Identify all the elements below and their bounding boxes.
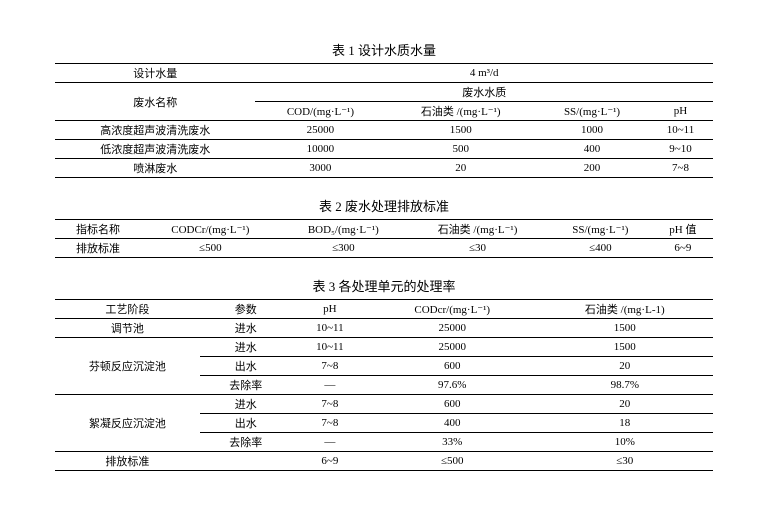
table-row: 排放标准 ≤500 ≤300 ≤30 ≤400 6~9 <box>55 239 713 258</box>
t3-h-cod: CODcr/(mg·L⁻¹) <box>368 300 537 319</box>
table1-title: 表 1 设计水质水量 <box>55 40 713 59</box>
table2: 指标名称 CODCr/(mg·L⁻¹) BOD₅/(mg·L⁻¹) 石油类 /(… <box>55 219 713 258</box>
t1-h-ph: pH <box>648 102 713 121</box>
t2-h-bod: BOD₅/(mg·L⁻¹) <box>280 220 408 239</box>
t2-h-ph: pH 值 <box>653 220 713 239</box>
table-row: 高浓度超声波清洗废水 25000 1500 1000 10~11 <box>55 121 713 140</box>
t3-h-param: 参数 <box>200 300 292 319</box>
t2-h-cod: CODCr/(mg·L⁻¹) <box>141 220 280 239</box>
t1-h-ss: SS/(mg·L⁻¹) <box>536 102 648 121</box>
t3-h-oil: 石油类 /(mg·L-1) <box>537 300 713 319</box>
table-row: 芬顿反应沉淀池 进水 10~11 25000 1500 <box>55 338 713 357</box>
table3: 工艺阶段 参数 pH CODcr/(mg·L⁻¹) 石油类 /(mg·L-1) … <box>55 299 713 471</box>
t3-h-ph: pH <box>292 300 368 319</box>
t1-h-cod: COD/(mg·L⁻¹) <box>255 102 385 121</box>
table2-title: 表 2 废水处理排放标准 <box>55 196 713 215</box>
table-row: 喷淋废水 3000 20 200 7~8 <box>55 159 713 178</box>
t2-h-oil: 石油类 /(mg·L⁻¹) <box>407 220 548 239</box>
table-row: 絮凝反应沉淀池 进水 7~8 600 20 <box>55 395 713 414</box>
t1-h-name: 废水名称 <box>55 83 255 121</box>
table3-title: 表 3 各处理单元的处理率 <box>55 276 713 295</box>
table-row: 低浓度超声波清洗废水 10000 500 400 9~10 <box>55 140 713 159</box>
t1-h-quality: 废水水质 <box>255 83 713 102</box>
t2-h-name: 指标名称 <box>55 220 141 239</box>
t2-h-ss: SS/(mg·L⁻¹) <box>548 220 653 239</box>
table-row: 排放标准 6~9 ≤500 ≤30 <box>55 452 713 471</box>
t3-h-stage: 工艺阶段 <box>55 300 200 319</box>
t1-h-flow: 4 m³/d <box>255 64 713 83</box>
t1-h-design: 设计水量 <box>55 64 255 83</box>
table1: 设计水量 4 m³/d 废水名称 废水水质 COD/(mg·L⁻¹) 石油类 /… <box>55 63 713 178</box>
table-row: 调节池 进水 10~11 25000 1500 <box>55 319 713 338</box>
t1-h-oil: 石油类 /(mg·L⁻¹) <box>385 102 536 121</box>
